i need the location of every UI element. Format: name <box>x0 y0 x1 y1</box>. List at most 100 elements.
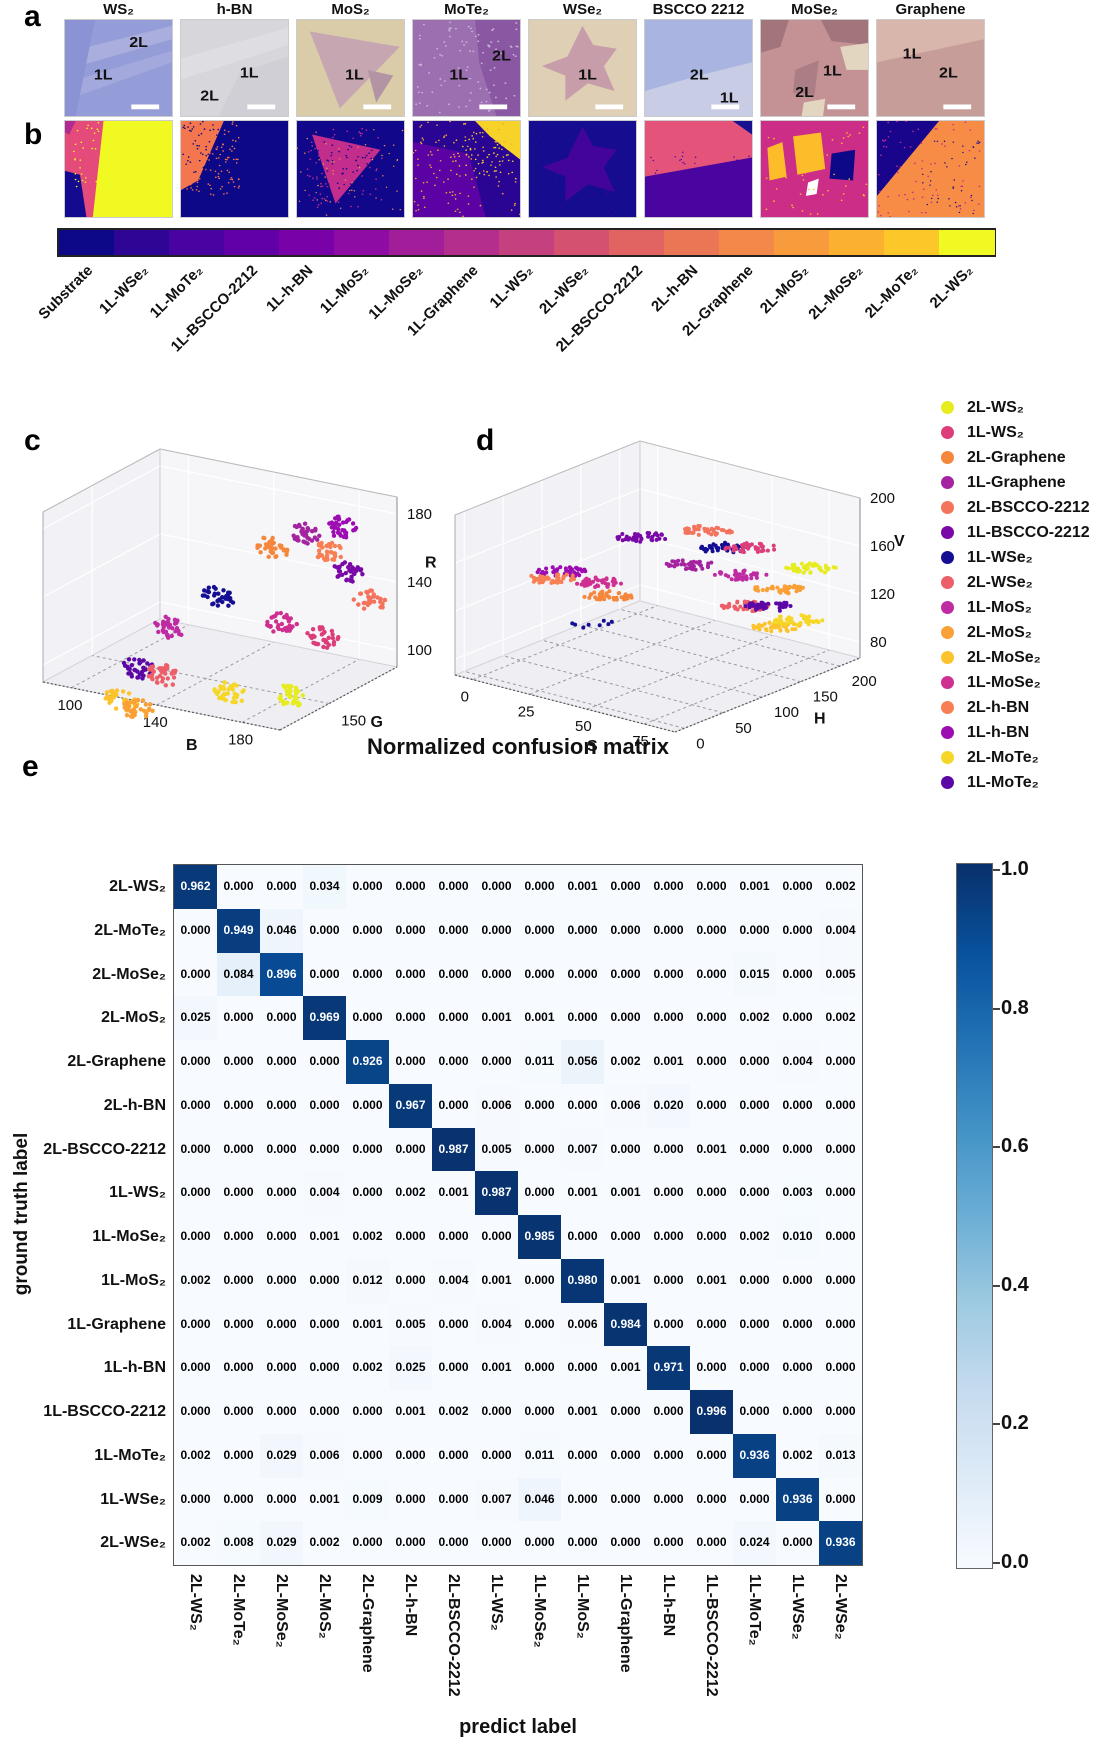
scatter-cluster <box>277 683 305 708</box>
panel-d-hsv-scatter3d: 0 25 50 75 0 50 100 150 200 80 120 160 200 S H V <box>453 440 905 755</box>
cm-cell: 0.000 <box>260 996 303 1040</box>
panel-letter-a: a <box>24 0 41 33</box>
legend-marker <box>941 451 954 464</box>
cm-cell: 0.004 <box>303 1171 346 1215</box>
segmentation-map-3 <box>412 120 521 218</box>
cm-cell: 0.013 <box>819 1433 862 1478</box>
legend-item: 1L-MoS₂ <box>935 595 1100 620</box>
svg-text:1L: 1L <box>345 67 364 83</box>
cm-cell: 0.001 <box>690 1258 733 1303</box>
cm-cell: 0.000 <box>733 1346 776 1390</box>
scatter-cluster <box>575 575 623 589</box>
cm-cell: 0.000 <box>260 1302 303 1347</box>
legend-label: 1L-MoS₂ <box>967 599 1032 616</box>
cm-cell: 0.000 <box>647 908 690 953</box>
scatter-cluster <box>772 613 825 627</box>
cm-cell: 0.000 <box>432 1477 475 1522</box>
legend-label: 1L-WS₂ <box>967 424 1024 441</box>
svg-text:2L: 2L <box>690 67 709 83</box>
cm-cell: 0.000 <box>475 1390 518 1434</box>
cm-cell: 0.001 <box>604 1346 647 1390</box>
cm-cell: 0.987 <box>475 1171 518 1215</box>
cm-row-label: 2L-Graphene <box>67 1053 166 1070</box>
y-tick: 200 <box>852 673 877 690</box>
scatter-cluster <box>664 558 714 572</box>
cm-cell: 0.029 <box>260 1521 303 1565</box>
cm-cell: 0.000 <box>647 1390 690 1434</box>
z-axis-label: V <box>894 533 905 550</box>
class-colorbar-segment <box>114 230 170 255</box>
cm-cell: 0.000 <box>518 1346 561 1390</box>
cm-cell: 0.084 <box>217 952 260 997</box>
cm-row-label: 1L-h-BN <box>103 1359 166 1377</box>
cm-cell: 0.000 <box>303 952 346 997</box>
scatter-cluster <box>153 614 184 640</box>
class-colorbar-segment <box>939 230 995 255</box>
cm-colorbar-tick: 0.8 <box>1001 996 1029 1019</box>
cm-cell: 0.000 <box>475 1215 518 1259</box>
cm-row-label: 1L-MoS₂ <box>101 1271 166 1289</box>
cm-cell: 0.000 <box>819 1171 862 1215</box>
class-colorbar-segment <box>59 230 115 255</box>
panel-letter-c: c <box>24 424 41 457</box>
scatter-cluster <box>212 680 246 705</box>
cm-cell: 0.000 <box>432 1302 475 1347</box>
x-tick: 140 <box>143 714 168 731</box>
material-header: WSe₂ <box>562 1 603 18</box>
cm-colorbar-tick: 0.2 <box>1001 1412 1029 1435</box>
panel-letter-e: e <box>22 750 39 783</box>
class-colorbar <box>57 228 996 257</box>
cm-cell: 0.000 <box>776 952 819 997</box>
cm-cell: 0.000 <box>776 1521 819 1565</box>
class-colorbar-segment <box>444 230 500 255</box>
material-header: MoSe₂ <box>791 1 838 18</box>
legend-marker <box>941 701 954 714</box>
cm-row-label: 1L-Graphene <box>67 1315 166 1333</box>
cm-row-label: 1L-WSe₂ <box>100 1490 166 1508</box>
y-tick: 150 <box>813 689 838 706</box>
y-tick: 150 <box>341 713 366 730</box>
cm-cell: 0.000 <box>690 908 733 953</box>
legend-label: 2L-MoTe₂ <box>967 749 1039 766</box>
z-tick: 140 <box>407 574 432 591</box>
cm-cell: 0.005 <box>475 1127 518 1172</box>
segmentation-map-0 <box>64 120 173 218</box>
cm-cell: 0.000 <box>518 865 561 909</box>
cm-cell: 0.985 <box>518 1215 561 1259</box>
cm-cell: 0.004 <box>819 908 862 953</box>
cm-cell: 0.000 <box>174 1346 217 1390</box>
segmentation-map-5 <box>644 120 753 218</box>
legend-label: 1L-MoSe₂ <box>967 674 1041 691</box>
legend-label: 2L-MoS₂ <box>967 624 1032 641</box>
cm-cell: 0.000 <box>776 1258 819 1303</box>
cm-cell: 0.000 <box>174 952 217 997</box>
cm-cell: 0.000 <box>346 1127 389 1172</box>
z-axis-label: R <box>425 555 437 572</box>
cm-cell: 0.000 <box>174 1477 217 1522</box>
cm-cell: 0.000 <box>647 1477 690 1522</box>
legend-item: 2L-WS₂ <box>935 395 1100 420</box>
cm-cell: 0.000 <box>561 1346 604 1390</box>
cm-cell: 0.000 <box>733 908 776 953</box>
scatter-cluster <box>315 540 343 563</box>
cm-cell: 0.002 <box>174 1433 217 1478</box>
cm-cell: 0.008 <box>217 1521 260 1565</box>
cm-cell: 0.000 <box>647 1302 690 1347</box>
cm-cell: 0.010 <box>776 1215 819 1259</box>
confusion-matrix-colorbar <box>956 863 993 1569</box>
cm-cell: 0.000 <box>561 1477 604 1522</box>
scatter-cluster <box>751 620 802 634</box>
cm-cell: 0.000 <box>432 908 475 953</box>
legend-label: 2L-MoSe₂ <box>967 649 1041 666</box>
cm-cell: 0.000 <box>690 1083 733 1128</box>
cm-cell: 0.002 <box>819 865 862 909</box>
cm-row-label: 1L-WS₂ <box>109 1184 166 1202</box>
cm-cell: 0.002 <box>174 1521 217 1565</box>
cm-row-label: 2L-MoTe₂ <box>94 921 166 939</box>
svg-text:1L: 1L <box>720 90 739 106</box>
scatter-cluster <box>743 600 793 613</box>
cm-cell: 0.000 <box>260 1258 303 1303</box>
cm-cell: 0.000 <box>733 1083 776 1128</box>
cm-cell: 0.000 <box>690 996 733 1040</box>
